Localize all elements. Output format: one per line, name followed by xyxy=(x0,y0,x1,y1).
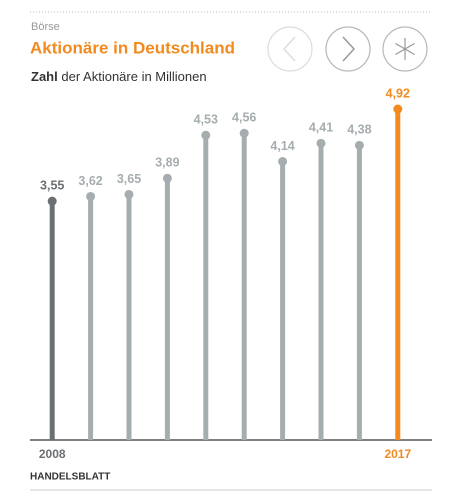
dot xyxy=(393,104,403,114)
nav-next-arrow[interactable] xyxy=(342,36,356,62)
nav-next[interactable] xyxy=(325,26,371,72)
value-label: 3,55 xyxy=(40,178,64,192)
value-label: 4,38 xyxy=(347,123,371,137)
dot xyxy=(239,128,249,138)
value-label: 3,62 xyxy=(78,174,102,188)
nav-prev-circle[interactable] xyxy=(267,26,313,72)
dot xyxy=(201,130,211,140)
nav-reset-circle[interactable] xyxy=(382,26,428,72)
dot xyxy=(162,173,172,183)
value-label: 3,89 xyxy=(155,156,179,170)
nav-prev-arrow[interactable] xyxy=(282,36,296,62)
nav-prev[interactable] xyxy=(267,26,313,72)
x-tick-label: 2017 xyxy=(384,447,411,461)
value-label: 4,53 xyxy=(194,113,218,127)
dot xyxy=(354,140,364,150)
value-label: 4,92 xyxy=(386,86,410,100)
value-label: 4,14 xyxy=(270,139,294,153)
x-tick-label: 2008 xyxy=(39,447,66,461)
source: HANDELSBLATT xyxy=(30,472,110,483)
nav-reset[interactable] xyxy=(382,26,428,72)
value-label: 4,56 xyxy=(232,111,256,125)
value-label: 4,41 xyxy=(309,121,333,135)
dot xyxy=(124,189,134,199)
chart-title: Aktionäre in Deutschland xyxy=(30,38,235,57)
dot xyxy=(278,156,288,166)
subtitle-emphasis: Zahl xyxy=(31,69,58,84)
nav-next-circle[interactable] xyxy=(325,26,371,72)
dot xyxy=(47,196,57,206)
value-label: 3,65 xyxy=(117,172,141,186)
subtitle-text: der Aktionäre in Millionen xyxy=(61,69,206,84)
chart-subtitle: Zahl der Aktionäre in Millionen xyxy=(31,69,207,84)
dot xyxy=(316,138,326,148)
dot xyxy=(86,191,96,201)
kicker: Börse xyxy=(31,21,60,33)
nav-reset-icon[interactable] xyxy=(395,38,415,60)
